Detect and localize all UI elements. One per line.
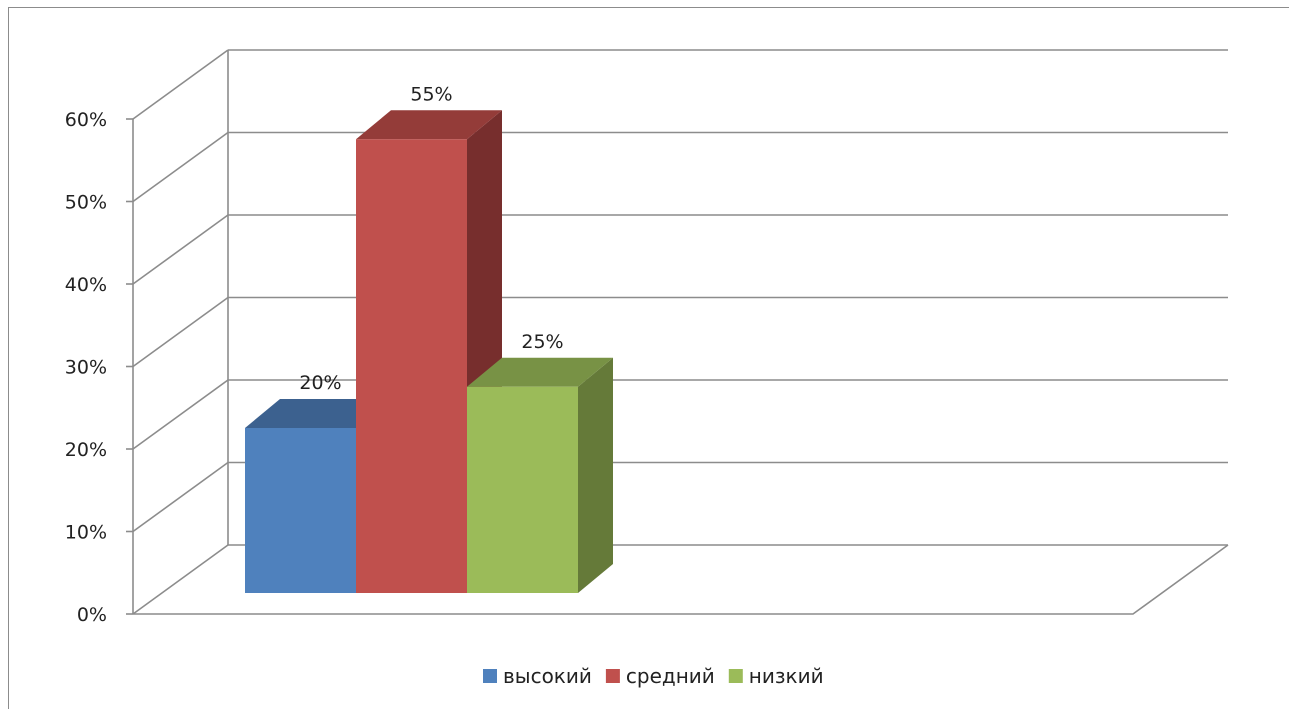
gridline-side bbox=[132, 49, 229, 120]
legend-label: высокий bbox=[503, 664, 592, 688]
data-label: 55% bbox=[410, 83, 452, 105]
legend-swatch bbox=[728, 669, 743, 683]
gridline-side bbox=[132, 214, 229, 285]
data-label: 25% bbox=[521, 331, 563, 353]
gridline-side bbox=[132, 131, 229, 203]
gridline-side bbox=[132, 544, 229, 615]
chart-frame bbox=[8, 7, 1289, 709]
gridline-side bbox=[132, 296, 229, 368]
y-tick-label: 40% bbox=[65, 274, 107, 296]
bars bbox=[245, 110, 613, 593]
gridlines bbox=[132, 49, 1229, 615]
gridline-side bbox=[132, 461, 229, 533]
legend: высокий средний низкий bbox=[483, 664, 824, 688]
y-tick-label: 0% bbox=[77, 604, 107, 626]
legend-swatch bbox=[483, 669, 497, 683]
bar-front bbox=[467, 386, 578, 593]
bar-низкий bbox=[467, 357, 613, 593]
legend-swatch bbox=[605, 669, 620, 683]
legend-label: низкий bbox=[749, 664, 824, 688]
bar-front bbox=[356, 139, 467, 593]
floor-edge bbox=[133, 544, 1229, 615]
legend-item-низкий: низкий bbox=[728, 664, 824, 688]
legend-item-средний: средний bbox=[605, 664, 715, 688]
legend-label: средний bbox=[626, 664, 715, 688]
data-label: 20% bbox=[299, 372, 341, 394]
data-labels: 20% 55% 25% bbox=[299, 83, 563, 394]
bar-side bbox=[578, 357, 613, 593]
gridline-side bbox=[132, 379, 229, 450]
bar-top bbox=[245, 399, 391, 428]
y-tick-label: 10% bbox=[65, 522, 107, 544]
y-tick-label: 30% bbox=[65, 357, 107, 379]
legend-item-высокий: высокий bbox=[483, 664, 592, 688]
bar-front bbox=[245, 428, 356, 593]
bar-top bbox=[467, 357, 613, 387]
bar-top bbox=[356, 110, 502, 140]
y-tick-label: 50% bbox=[65, 192, 107, 214]
y-tick-label: 20% bbox=[65, 439, 107, 461]
y-axis: 0% 10% 20% 30% 40% 50% 60% bbox=[65, 109, 134, 626]
y-tick-label: 60% bbox=[65, 109, 107, 131]
